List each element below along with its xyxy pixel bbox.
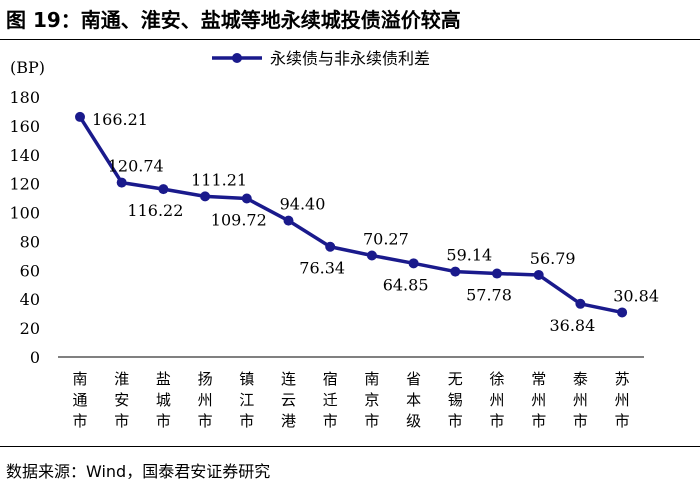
x-tick-label: 盐城市: [156, 370, 171, 430]
x-tick-label: 宿迁市: [323, 370, 338, 430]
data-label: 56.79: [530, 249, 576, 268]
x-tick-label: 泰州市: [573, 370, 588, 430]
y-tick-label: 100: [9, 204, 40, 223]
y-tick-label: 0: [30, 348, 40, 367]
x-tick-label: 苏州市: [615, 370, 630, 430]
y-tick-label: 120: [9, 175, 40, 194]
spread-line-chart: (BP) 0 20 40 60 80 100 120 140 160 180 南通市 淮安市 盐城市 扬州市…: [9, 49, 659, 430]
x-tick-label: 淮安市: [114, 370, 129, 430]
legend-marker: [232, 53, 242, 63]
data-labels: 166.21 120.74 116.22 111.21 109.72 94.40 76.34…: [92, 110, 659, 335]
data-point: [325, 241, 336, 252]
source-note: 数据来源：Wind，国泰君安证券研究: [6, 462, 271, 481]
title-divider: [0, 39, 700, 40]
data-label: 116.22: [127, 201, 183, 220]
data-point: [116, 177, 127, 188]
y-tick-label: 80: [20, 232, 40, 251]
data-label: 30.84: [613, 286, 659, 305]
data-label: 59.14: [446, 246, 492, 265]
legend-label: 永续债与非永续债利差: [270, 49, 430, 68]
data-point: [75, 111, 85, 122]
data-point: [366, 250, 377, 261]
data-point: [200, 191, 211, 202]
legend: 永续债与非永续债利差: [212, 49, 430, 68]
y-axis-label: (BP): [10, 58, 45, 77]
data-label: 76.34: [299, 259, 345, 278]
x-tick-label: 无锡市: [448, 370, 463, 430]
x-tick-label: 连云港: [281, 370, 296, 430]
data-label: 109.72: [211, 211, 267, 230]
series-group: [75, 111, 628, 318]
y-tick-label: 160: [9, 117, 40, 136]
data-label: 57.78: [466, 286, 512, 305]
data-point: [241, 193, 252, 204]
data-point: [158, 184, 169, 195]
figure-title: 图 19：南通、淮安、盐城等地永续城投债溢价较高: [6, 8, 461, 32]
y-tick-label: 140: [9, 146, 40, 165]
x-tick-label: 徐州市: [489, 370, 504, 430]
y-tick-label: 40: [20, 290, 40, 309]
data-label: 94.40: [280, 195, 326, 214]
x-tick-label: 常州市: [531, 370, 546, 430]
data-point: [533, 269, 544, 280]
x-tick-label: 镇江市: [239, 370, 254, 430]
data-label: 120.74: [108, 157, 164, 176]
data-label: 36.84: [549, 316, 595, 335]
data-point: [492, 268, 502, 279]
data-point: [408, 258, 419, 269]
data-label: 111.21: [191, 170, 247, 189]
data-point: [283, 215, 294, 226]
data-point: [575, 298, 586, 309]
x-tick-label: 南通市: [72, 370, 87, 430]
data-label: 64.85: [383, 275, 429, 294]
y-tick-label: 20: [20, 319, 40, 338]
axes: (BP) 0 20 40 60 80 100 120 140 160 180 南通市 淮安市 盐城市 扬州市…: [9, 58, 644, 430]
data-point: [450, 266, 461, 277]
y-tick-label: 60: [20, 261, 40, 280]
x-tick-label: 扬州市: [198, 370, 213, 430]
source-divider: [0, 446, 700, 447]
series-line: [78, 115, 623, 315]
data-point: [617, 307, 628, 318]
x-tick-label: 省本级: [406, 370, 421, 430]
x-tick-label: 南京市: [364, 370, 379, 430]
data-label: 166.21: [92, 110, 148, 129]
data-label: 70.27: [363, 229, 409, 248]
y-tick-label: 180: [9, 88, 40, 107]
